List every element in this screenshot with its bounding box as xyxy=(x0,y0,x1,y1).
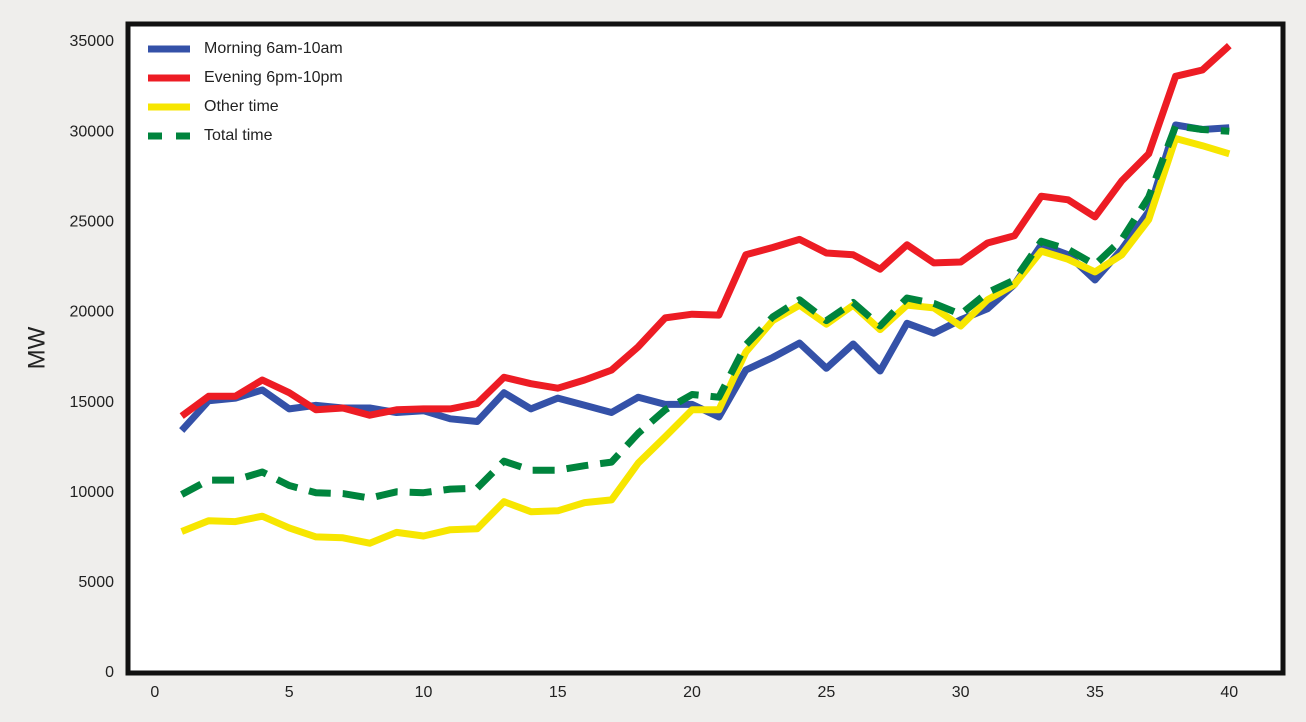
plot-area xyxy=(125,21,1286,676)
y-tick-label: 30000 xyxy=(70,123,115,140)
y-tick-label: 25000 xyxy=(70,214,115,231)
y-tick-label: 15000 xyxy=(70,394,115,411)
data-line xyxy=(179,43,1232,419)
x-tick-label: 25 xyxy=(817,684,835,701)
x-tick-label: 35 xyxy=(1086,684,1104,701)
x-tick-label: 0 xyxy=(150,684,159,701)
y-tick-label: 20000 xyxy=(70,304,115,321)
legend-label: Morning 6am-10am xyxy=(204,40,343,57)
data-line xyxy=(180,135,1231,547)
legend-label: Other time xyxy=(204,98,279,115)
x-tick-label: 5 xyxy=(285,684,294,701)
y-tick-label: 10000 xyxy=(70,484,115,501)
data-line xyxy=(180,122,1230,502)
x-tick-label: 10 xyxy=(415,684,433,701)
y-tick-label: 35000 xyxy=(70,33,115,50)
y-tick-label: 5000 xyxy=(78,574,114,591)
x-tick-label: 40 xyxy=(1220,684,1238,701)
x-tick-label: 15 xyxy=(549,684,567,701)
x-tick-label: 20 xyxy=(683,684,701,701)
legend-label: Total time xyxy=(204,127,273,144)
legend-label: Evening 6pm-10pm xyxy=(204,69,343,86)
y-axis-label: MW xyxy=(23,326,50,369)
x-tick-label: 30 xyxy=(952,684,970,701)
legend: Morning 6am-10am Evening 6pm-10pm Other ti… xyxy=(148,40,343,144)
y-tick-label: 0 xyxy=(105,664,114,681)
